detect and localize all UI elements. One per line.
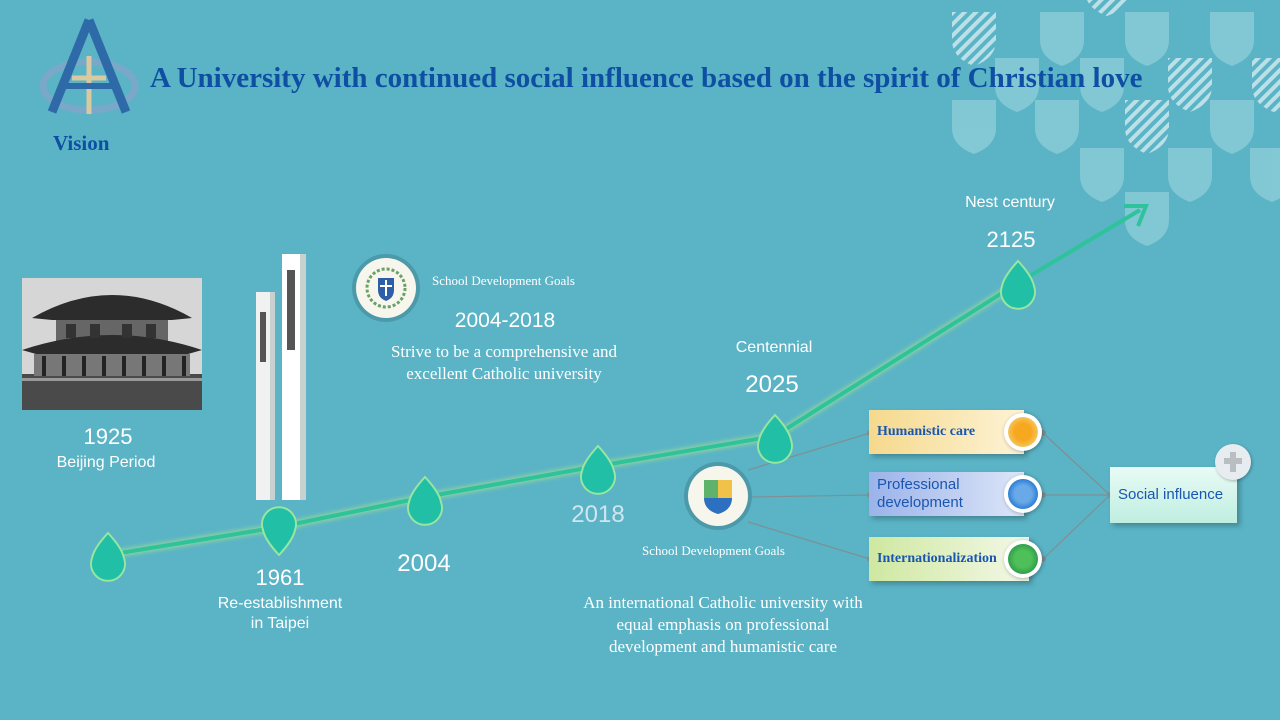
social-influence-box: Social influence [1110,467,1237,523]
timeline-drop-2004 [407,475,443,526]
page-title: A University with continued social influ… [150,62,1143,94]
pillar-professional-development-label: Professional development [877,476,963,511]
goal-2004-caption: School Development Goals [432,273,575,288]
goal-2018-caption: School Development Goals [642,543,785,558]
shield-pattern-background [952,0,1280,246]
cross-icon [1215,444,1251,480]
goal-2004-period: 2004-2018 [454,309,556,332]
goal-2004-text-line2: excellent Catholic university [406,364,602,383]
timeline-arrowhead [1124,204,1149,227]
milestone-year-1925: 1925 [83,424,133,449]
timeline-drop-2125 [1000,259,1036,310]
milestone-year-2004: 2004 [397,550,451,577]
milestone-label-1961-line2: in Taipei [250,615,310,632]
goal-2018-text-line3: development and humanistic care [609,637,837,656]
pillar-internationalization: Internationalization [869,537,1029,581]
milestone-label-2025: Centennial [735,339,813,356]
orange-lion-icon [1004,413,1042,451]
alpha-omega-logo-icon [39,18,139,114]
milestone-label-2125: Nest century [965,194,1055,211]
milestone-year-1961: 1961 [255,565,305,590]
school-emblem-2018-icon [684,462,752,530]
goal-2018-text-line1: An international Catholic university wit… [583,593,863,612]
timeline-drop-1961 [261,506,297,557]
green-globe-icon [1004,540,1042,578]
timeline-drop-2025 [757,413,793,464]
goal-connectors [747,432,1111,560]
milestone-label-1925: Beijing Period [56,454,156,471]
goal-2018-text-line2: equal emphasis on professional [616,615,830,634]
pillar-professional-development: Professional development [869,472,1024,516]
blue-fountain-icon [1004,475,1042,513]
timeline-drop-2018 [580,444,616,495]
timeline-drop-1925 [90,531,126,582]
pillar-humanistic-care: Humanistic care [869,410,1024,454]
school-emblem-2004-icon [352,254,420,322]
milestone-year-2125: 2125 [986,227,1036,252]
beijing-building-photo [22,278,202,410]
vision-label: Vision [53,131,110,155]
milestone-label-1961-line1: Re-establishment [217,595,343,612]
social-influence-label: Social influence [1118,486,1224,503]
pillar-internationalization-label: Internationalization [877,551,997,566]
goal-2004-text-line1: Strive to be a comprehensive and [390,342,618,361]
taipei-pillars-photo [256,254,306,500]
pillar-humanistic-care-label: Humanistic care [877,424,976,439]
milestone-year-2018: 2018 [571,501,625,528]
milestone-year-2025: 2025 [745,371,799,398]
